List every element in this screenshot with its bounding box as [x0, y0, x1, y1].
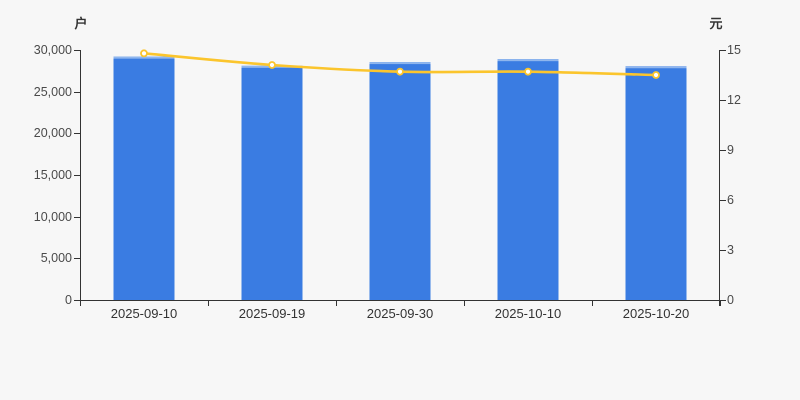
y-right-tick-label: 3 — [727, 243, 734, 257]
line-point-marker — [140, 49, 148, 58]
y-left-tick-label: 20,000 — [33, 126, 72, 141]
x-tick-label: 2025-09-19 — [238, 306, 306, 321]
y-right-tick-label: 9 — [727, 143, 734, 157]
bar-top-cap — [113, 56, 175, 59]
bar — [113, 56, 175, 300]
y-left-tick-label: 15,000 — [33, 168, 72, 182]
y-left-tick-label: 10,000 — [33, 209, 72, 224]
bar-top-cap — [497, 59, 559, 62]
y-left-tick-label: 5,000 — [40, 251, 72, 266]
left-axis-unit-label: 户 — [74, 16, 88, 31]
y-right-tick-label: 0 — [727, 293, 734, 307]
x-tick-label: 2025-09-10 — [110, 306, 178, 321]
right-axis-unit-label: 元 — [709, 16, 723, 31]
x-tick-label: 2025-09-30 — [366, 306, 434, 321]
y-left-tick-label: 0 — [65, 293, 72, 307]
line-point-marker — [268, 61, 276, 69]
bar — [241, 65, 303, 300]
bar — [497, 59, 559, 300]
line-point-marker — [524, 67, 532, 76]
line-point-marker — [396, 67, 404, 76]
x-tick-label: 2025-10-10 — [494, 306, 562, 321]
x-tick-label: 2025-10-20 — [622, 306, 690, 321]
y-left-tick-label: 30,000 — [33, 43, 72, 57]
bar-top-cap — [369, 62, 431, 65]
y-right-tick-label: 6 — [727, 193, 734, 207]
y-left-tick-label: 25,000 — [33, 84, 72, 99]
bar-top-cap — [625, 66, 687, 69]
bar — [625, 66, 687, 300]
bar — [369, 62, 431, 301]
y-right-tick-label: 12 — [727, 93, 741, 107]
line-point-marker — [652, 71, 660, 79]
y-right-tick-label: 15 — [727, 43, 741, 57]
